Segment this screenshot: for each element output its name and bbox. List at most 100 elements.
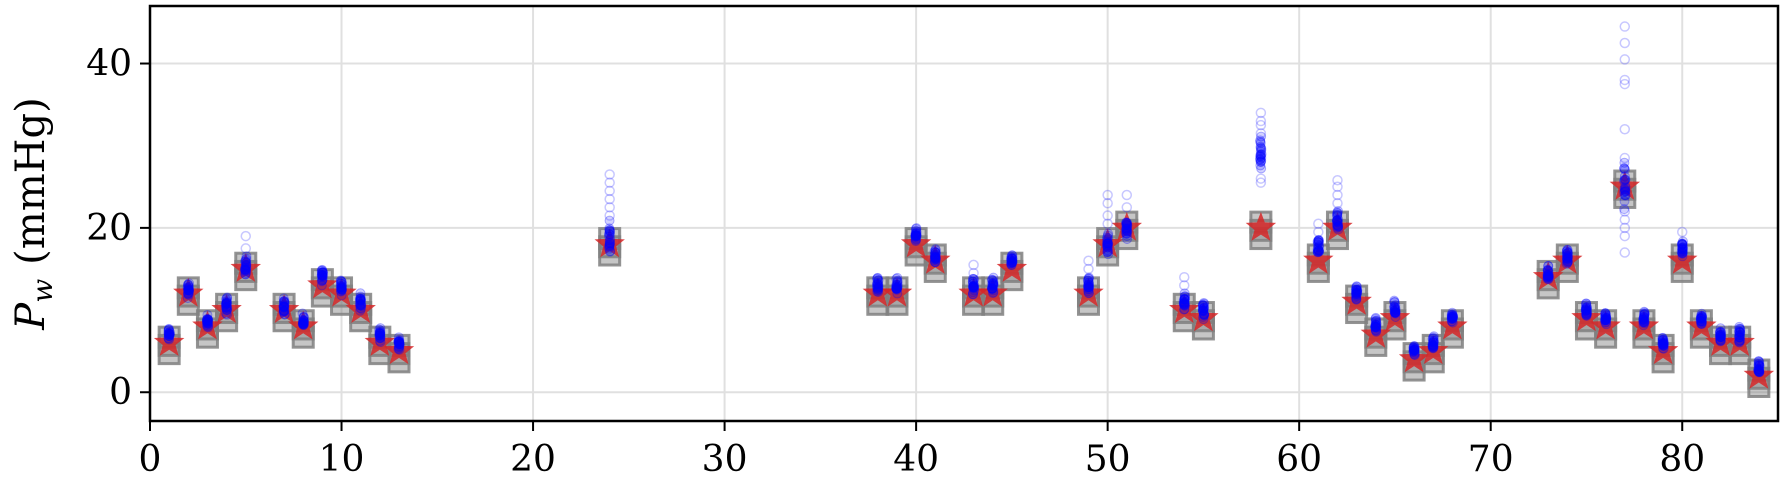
sample-point (1677, 244, 1688, 255)
sample-point (1179, 304, 1190, 315)
sample-point (1562, 257, 1573, 268)
x-tick-label: 40 (893, 439, 939, 480)
sample-point (1581, 310, 1592, 321)
sample-point (967, 282, 978, 293)
reference-star (881, 277, 913, 307)
sample-point (202, 317, 213, 328)
sample-point (1542, 270, 1553, 281)
sample-point (1179, 300, 1190, 311)
sample-point (1121, 223, 1132, 234)
sample-point (355, 293, 366, 304)
sample-point (1600, 308, 1611, 319)
sample-point (1199, 309, 1210, 320)
sample-point (1351, 290, 1362, 301)
sample-point (1390, 308, 1401, 319)
sample-outlier (1619, 78, 1631, 90)
sample-point (202, 314, 213, 325)
sample-point (203, 318, 214, 329)
sample-point (374, 335, 385, 346)
sample-point (1121, 224, 1132, 235)
sample-point (892, 272, 903, 283)
sample-point (1446, 311, 1457, 322)
sample-point (1102, 238, 1113, 249)
sample-point (1102, 236, 1113, 247)
sample-point (1007, 256, 1018, 267)
sample-point (1734, 327, 1745, 338)
sample-point (1715, 334, 1726, 345)
sample-point (1371, 326, 1382, 337)
sample-point (298, 318, 309, 329)
sample-point (1562, 255, 1573, 266)
sample-point (1639, 309, 1650, 320)
sample-point (1083, 272, 1094, 283)
sample-point (1121, 231, 1132, 242)
sample-point (1351, 284, 1362, 295)
reference-star (326, 277, 357, 307)
sample-point (1083, 284, 1094, 295)
sample-point (1370, 319, 1381, 330)
sample-point (1696, 317, 1707, 328)
sample-point (891, 282, 902, 293)
sample-point (1198, 305, 1209, 316)
sample-point (1696, 318, 1707, 329)
sample-point (1695, 316, 1706, 327)
sample-point (202, 314, 213, 325)
sample-point (336, 290, 347, 301)
sample-point (1083, 284, 1094, 295)
sample-point (222, 309, 233, 320)
sample-point (1312, 244, 1323, 255)
sample-point (354, 298, 365, 309)
sample-point (318, 270, 329, 281)
sample-point (221, 297, 232, 308)
sample-point (240, 264, 251, 275)
sample-point (183, 282, 194, 293)
sample-point (1754, 360, 1765, 371)
sample-point (1677, 245, 1688, 256)
reference-star-layer (153, 170, 1775, 389)
sample-point (605, 238, 616, 249)
sample-point (316, 276, 327, 287)
sample-point (316, 267, 327, 278)
sample-point (604, 215, 615, 226)
sample-point (317, 270, 328, 281)
sample-point (1352, 287, 1363, 298)
sample-point (221, 298, 232, 309)
sample-point (1542, 269, 1553, 280)
sample-point (163, 327, 174, 338)
sample-point (1083, 275, 1094, 286)
sample-point (374, 327, 385, 338)
sample-point (1371, 316, 1382, 327)
sample-point (1543, 265, 1554, 276)
sample-point (1255, 136, 1266, 147)
sample-point (1697, 312, 1708, 323)
sample-point (929, 249, 940, 260)
sample-point (910, 236, 921, 247)
sample-point (1561, 258, 1572, 269)
y-axis-label-unit: (mmHg) (8, 97, 54, 265)
sample-point (164, 328, 175, 339)
sample-outlier (604, 193, 615, 205)
sample-point (297, 308, 308, 319)
sample-point (317, 267, 328, 278)
sample-point (930, 247, 941, 258)
sample-point (872, 279, 883, 290)
sample-point (605, 234, 616, 245)
sample-outlier (1255, 173, 1267, 184)
sample-point (1676, 246, 1687, 257)
sample-point (1619, 190, 1630, 201)
sample-point (1677, 247, 1688, 258)
sample-point (203, 320, 214, 331)
sample-point (1619, 174, 1630, 185)
sample-point (1409, 341, 1420, 352)
sample-point (988, 280, 999, 291)
sample-point (1351, 281, 1362, 292)
sample-point (911, 230, 922, 241)
sample-point (1102, 247, 1113, 258)
sample-point (221, 294, 232, 305)
sample-point (1351, 289, 1362, 300)
sample-point (911, 230, 922, 241)
sample-point (1390, 311, 1401, 322)
sample-point (968, 283, 979, 294)
sample-point (1600, 317, 1611, 328)
sample-point (240, 269, 251, 280)
